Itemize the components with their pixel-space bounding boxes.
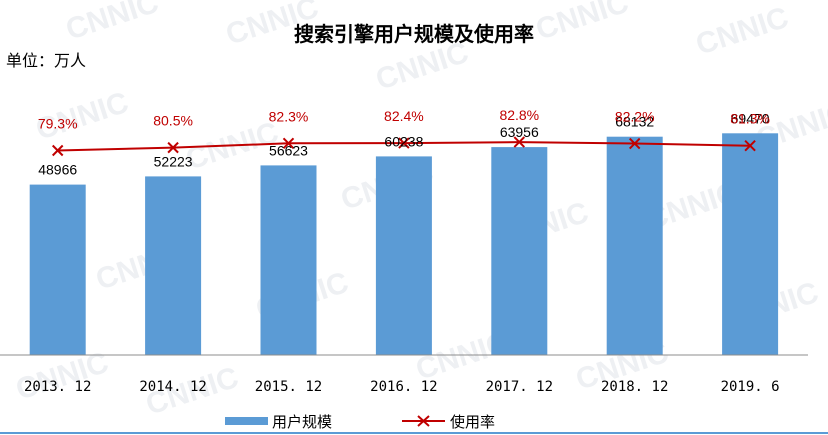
rate-point-marker	[167, 141, 179, 154]
rate-point-marker	[282, 137, 295, 150]
legend-line-label: 使用率	[450, 413, 495, 431]
legend-bar-swatch	[225, 417, 268, 425]
bar	[29, 184, 86, 355]
watermark-text: CNNIC	[62, 0, 163, 47]
rate-point-marker	[398, 137, 410, 149]
bar	[722, 133, 779, 355]
watermark-text: CNNIC	[692, 1, 793, 62]
rate-point-marker	[513, 136, 526, 148]
rate-value-label: 82.8%	[499, 107, 539, 123]
x-tick-label: 2015. 12	[255, 379, 322, 395]
watermark-text: CNNIC	[532, 0, 633, 47]
rate-value-label: 82.2%	[615, 109, 655, 125]
rate-point-marker	[744, 139, 756, 152]
tick-layer: 2013. 12 2014. 12 2015. 12 2016. 12 2017. 12…	[24, 379, 780, 395]
rate-value-label: 79.3%	[38, 116, 78, 132]
unit-label: 单位：万人	[6, 51, 86, 70]
rate-value-label: 81.3%	[730, 111, 770, 127]
bar-value-label: 68132	[615, 114, 654, 130]
x-tick-label: 2018. 12	[601, 379, 668, 395]
x-tick-label: 2013. 12	[24, 379, 91, 395]
bar-value-label: 60238	[384, 133, 423, 149]
bar-value-label: 48966	[38, 162, 77, 178]
chart-title: 搜索引擎用户规模及使用率	[294, 22, 534, 46]
bar	[491, 147, 548, 355]
rate-value-label: 82.3%	[269, 108, 309, 124]
bar-value-label: 69470	[731, 110, 770, 126]
x-tick-label: 2019. 6	[721, 379, 780, 395]
bar	[375, 156, 432, 355]
bar	[260, 165, 317, 355]
x-tick-label: 2016. 12	[370, 379, 437, 395]
rate-point-marker	[51, 144, 64, 157]
rate-point-marker	[628, 137, 641, 150]
bar	[145, 176, 202, 355]
bar-value-label: 63956	[500, 124, 539, 140]
legend-bar-label: 用户规模	[272, 413, 332, 431]
rate-value-label: 82.4%	[384, 108, 424, 124]
x-tick-label: 2014. 12	[139, 379, 206, 395]
x-tick-label: 2017. 12	[486, 379, 553, 395]
labels-layer: 48966 52223 56623 60238 63956 68132 69470 79.3%…	[38, 107, 770, 178]
line-layer	[51, 136, 756, 157]
rate-value-label: 80.5%	[153, 113, 193, 129]
bars-layer	[29, 133, 779, 355]
bar-value-label: 56623	[269, 142, 308, 158]
legend-line-x-marker	[417, 415, 430, 427]
bar	[606, 136, 663, 355]
legend: 用户规模 使用率	[225, 413, 495, 431]
bar-value-label: 52223	[154, 153, 193, 169]
